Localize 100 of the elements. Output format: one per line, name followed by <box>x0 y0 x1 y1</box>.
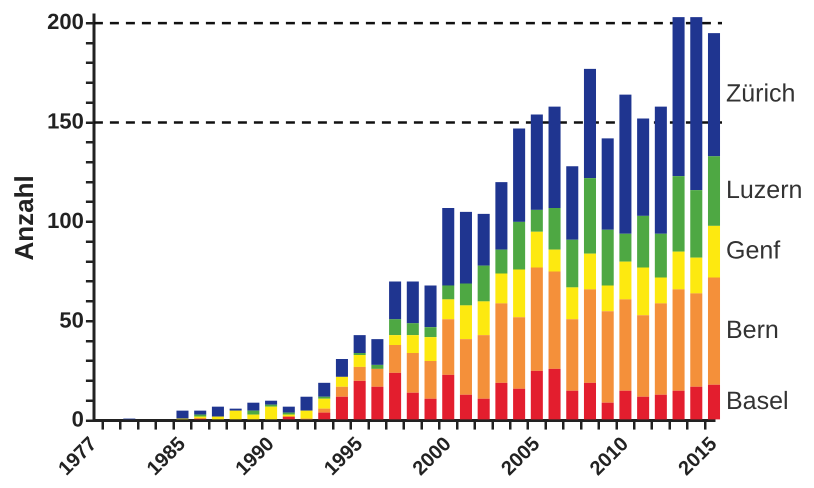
bar <box>212 406 224 417</box>
bar <box>708 33 720 156</box>
bar <box>371 339 384 365</box>
bar <box>654 303 667 395</box>
bar <box>566 319 578 391</box>
bar <box>460 339 472 395</box>
bar <box>602 138 614 230</box>
bar <box>584 68 596 178</box>
bar <box>530 232 543 268</box>
bar <box>566 166 578 240</box>
bar <box>672 289 685 391</box>
bar <box>495 274 508 304</box>
bar <box>478 214 490 266</box>
bar <box>406 392 419 420</box>
bar <box>672 390 685 420</box>
bar <box>495 182 508 250</box>
bar <box>424 337 437 361</box>
bar <box>406 335 419 354</box>
bar <box>566 240 578 288</box>
bar <box>548 106 561 208</box>
bar <box>690 293 702 387</box>
bar <box>654 278 667 304</box>
bar <box>672 176 685 252</box>
y-axis-title: Anzahl <box>8 175 39 260</box>
bar <box>690 258 702 294</box>
bar <box>548 250 561 272</box>
bar <box>442 319 454 375</box>
bar <box>354 354 366 367</box>
bar <box>282 416 295 420</box>
bar <box>230 410 242 420</box>
bar <box>371 364 384 369</box>
bar <box>654 234 667 278</box>
y-tick-label: 100 <box>47 208 84 233</box>
bar <box>548 368 561 420</box>
bar <box>708 278 720 385</box>
bar <box>265 406 278 420</box>
bar <box>460 283 472 306</box>
bar <box>389 335 402 346</box>
bar <box>619 262 632 300</box>
bar <box>602 311 614 403</box>
bar <box>584 254 596 290</box>
series-label: Bern <box>726 316 779 344</box>
bar <box>513 317 526 389</box>
bar <box>354 380 366 420</box>
bar <box>478 266 490 302</box>
y-tick-label: 50 <box>59 307 84 332</box>
bar <box>513 388 526 420</box>
series-label: Basel <box>726 386 789 415</box>
bar <box>318 398 330 409</box>
series-label: Zürich <box>726 80 796 108</box>
bar <box>548 272 561 369</box>
bar <box>530 210 543 232</box>
series-label: Genf <box>726 236 780 265</box>
bar <box>619 299 632 391</box>
bar <box>300 396 313 411</box>
bar <box>389 345 402 373</box>
bar <box>282 406 295 413</box>
bar <box>690 386 702 420</box>
bar <box>442 285 454 300</box>
bar <box>336 358 348 377</box>
y-tick-label: 150 <box>47 108 84 134</box>
bar <box>584 178 596 254</box>
bar <box>371 368 384 387</box>
bar <box>708 226 720 278</box>
bar <box>389 372 402 420</box>
bar <box>637 118 650 216</box>
bar <box>194 410 206 415</box>
bar <box>513 222 526 270</box>
bar <box>708 156 720 226</box>
bar <box>513 270 526 318</box>
bar <box>460 305 472 340</box>
bar <box>389 281 402 320</box>
bar <box>424 360 437 399</box>
bar <box>513 128 526 222</box>
bar <box>212 416 224 420</box>
bar <box>336 376 348 387</box>
bar <box>442 374 454 420</box>
bar <box>442 299 454 320</box>
bar <box>530 268 543 371</box>
bar <box>637 315 650 397</box>
bar <box>354 335 366 354</box>
bar <box>336 396 348 420</box>
bar <box>672 252 685 290</box>
y-tick-label: 200 <box>47 9 84 34</box>
series-label: Luzern <box>726 176 802 204</box>
bar <box>548 208 561 250</box>
bar <box>247 402 260 411</box>
bar <box>176 410 189 419</box>
bar <box>637 216 650 268</box>
bar <box>495 250 508 274</box>
bar <box>478 335 490 399</box>
bar <box>389 319 402 336</box>
bar <box>406 281 419 324</box>
bar <box>566 390 578 420</box>
y-tick-label: 0 <box>72 406 84 432</box>
bar <box>602 402 614 420</box>
bar <box>530 370 543 420</box>
bar <box>619 94 632 234</box>
bar <box>530 114 543 210</box>
bar <box>406 353 419 393</box>
